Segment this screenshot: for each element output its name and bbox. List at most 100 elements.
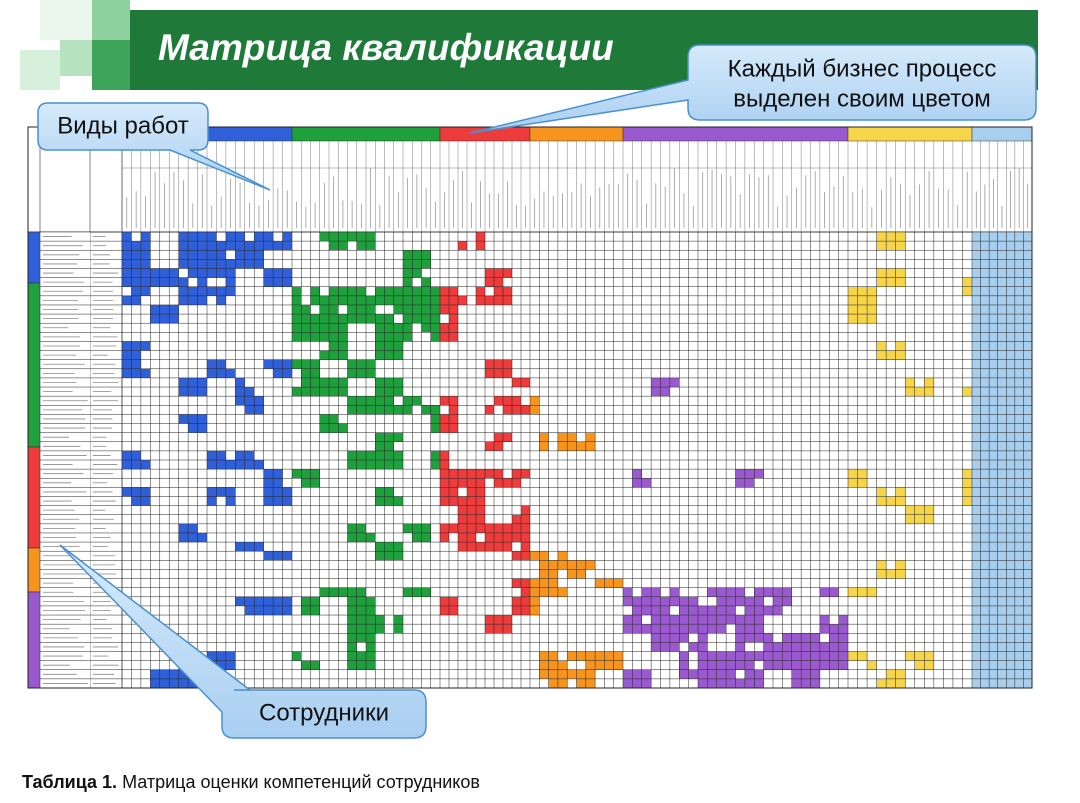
matrix-cell	[980, 423, 990, 433]
matrix-cell	[140, 496, 151, 506]
matrix-cell	[641, 478, 652, 488]
matrix-cell	[440, 286, 449, 296]
matrix-cell	[848, 295, 858, 305]
matrix-cell	[819, 624, 830, 634]
matrix-cell	[754, 615, 764, 625]
matrix-cell	[972, 560, 981, 570]
matrix-cell	[1014, 432, 1024, 442]
matrix-cell	[449, 295, 458, 305]
matrix-cell	[375, 487, 385, 497]
matrix-cell	[140, 487, 151, 497]
matrix-cell	[347, 405, 357, 415]
matrix-cell	[140, 286, 151, 296]
matrix-cell	[1014, 450, 1024, 460]
matrix-cell	[131, 250, 141, 260]
matrix-cell	[467, 469, 476, 479]
matrix-cell	[1006, 432, 1015, 442]
matrix-cell	[412, 523, 422, 533]
matrix-cell	[980, 532, 990, 543]
matrix-cell	[188, 377, 198, 388]
matrix-cell	[997, 341, 1007, 351]
matrix-cell	[225, 232, 236, 242]
matrix-cell	[235, 232, 245, 242]
matrix-cell	[905, 505, 915, 515]
matrix-cell	[876, 350, 887, 360]
matrix-cell	[905, 651, 915, 661]
matrix-cell	[485, 532, 494, 543]
matrix-cell	[347, 633, 357, 643]
matrix-cell	[1014, 350, 1024, 360]
matrix-cell	[1023, 587, 1032, 597]
matrix-cell	[301, 314, 311, 324]
matrix-cell	[310, 332, 320, 342]
matrix-cell	[521, 505, 530, 515]
matrix-cell	[754, 651, 764, 661]
matrix-cell	[449, 469, 458, 479]
matrix-cell	[707, 605, 717, 616]
matrix-cell	[576, 569, 586, 579]
matrix-cell	[1023, 578, 1032, 588]
matrix-cell	[366, 450, 376, 460]
matrix-cell	[997, 523, 1007, 533]
matrix-cell	[301, 478, 311, 488]
matrix-cell	[876, 560, 887, 570]
matrix-cell	[458, 505, 467, 515]
matrix-cell	[576, 678, 586, 688]
matrix-cell	[375, 332, 385, 342]
matrix-cell	[292, 304, 302, 315]
matrix-cell	[1014, 259, 1024, 269]
matrix-cell	[989, 651, 998, 661]
matrix-cell	[375, 295, 385, 305]
matrix-cell	[329, 295, 339, 305]
matrix-cell	[997, 359, 1007, 369]
matrix-cell	[494, 532, 503, 543]
matrix-cell	[263, 277, 274, 287]
matrix-cell	[782, 587, 792, 597]
matrix-cell	[375, 350, 385, 360]
matrix-cell	[716, 678, 727, 688]
matrix-cell	[356, 624, 366, 634]
matrix-cell	[430, 414, 440, 424]
header-band	[291, 126, 441, 142]
matrix-cell	[980, 642, 990, 652]
matrix-cell	[735, 633, 745, 643]
matrix-cell	[282, 605, 292, 616]
matrix-cell	[292, 286, 302, 296]
matrix-cell	[989, 624, 998, 634]
matrix-cell	[660, 624, 670, 634]
matrix-cell	[989, 496, 998, 506]
matrix-cell	[989, 232, 998, 242]
matrix-cell	[430, 304, 440, 315]
matrix-cell	[669, 377, 680, 388]
matrix-cell	[347, 396, 357, 406]
matrix-cell	[819, 615, 830, 625]
matrix-cell	[131, 341, 141, 351]
matrix-cell	[494, 295, 503, 305]
matrix-cell	[997, 569, 1007, 579]
matrix-cell	[476, 241, 485, 251]
matrix-cell	[539, 587, 549, 597]
matrix-cell	[651, 387, 661, 397]
matrix-cell	[503, 542, 512, 552]
matrix-cell	[632, 478, 642, 488]
matrix-cell	[421, 277, 431, 287]
matrix-cell	[997, 441, 1007, 451]
matrix-cell	[216, 450, 226, 460]
matrix-cell	[421, 286, 431, 296]
matrix-cell	[216, 259, 226, 269]
matrix-cell	[1023, 496, 1032, 506]
matrix-cell	[707, 660, 717, 670]
matrix-cell	[375, 405, 385, 415]
matrix-cell	[225, 368, 236, 378]
matrix-cell	[449, 405, 458, 415]
matrix-cell	[980, 605, 990, 616]
matrix-cell	[989, 596, 998, 606]
matrix-cell	[679, 669, 689, 679]
matrix-cell	[310, 660, 320, 670]
matrix-cell	[997, 396, 1007, 406]
matrix-cell	[273, 496, 283, 506]
matrix-cell	[1023, 633, 1032, 643]
matrix-cell	[980, 314, 990, 324]
matrix-cell	[972, 514, 981, 524]
matrix-cell	[494, 359, 503, 369]
